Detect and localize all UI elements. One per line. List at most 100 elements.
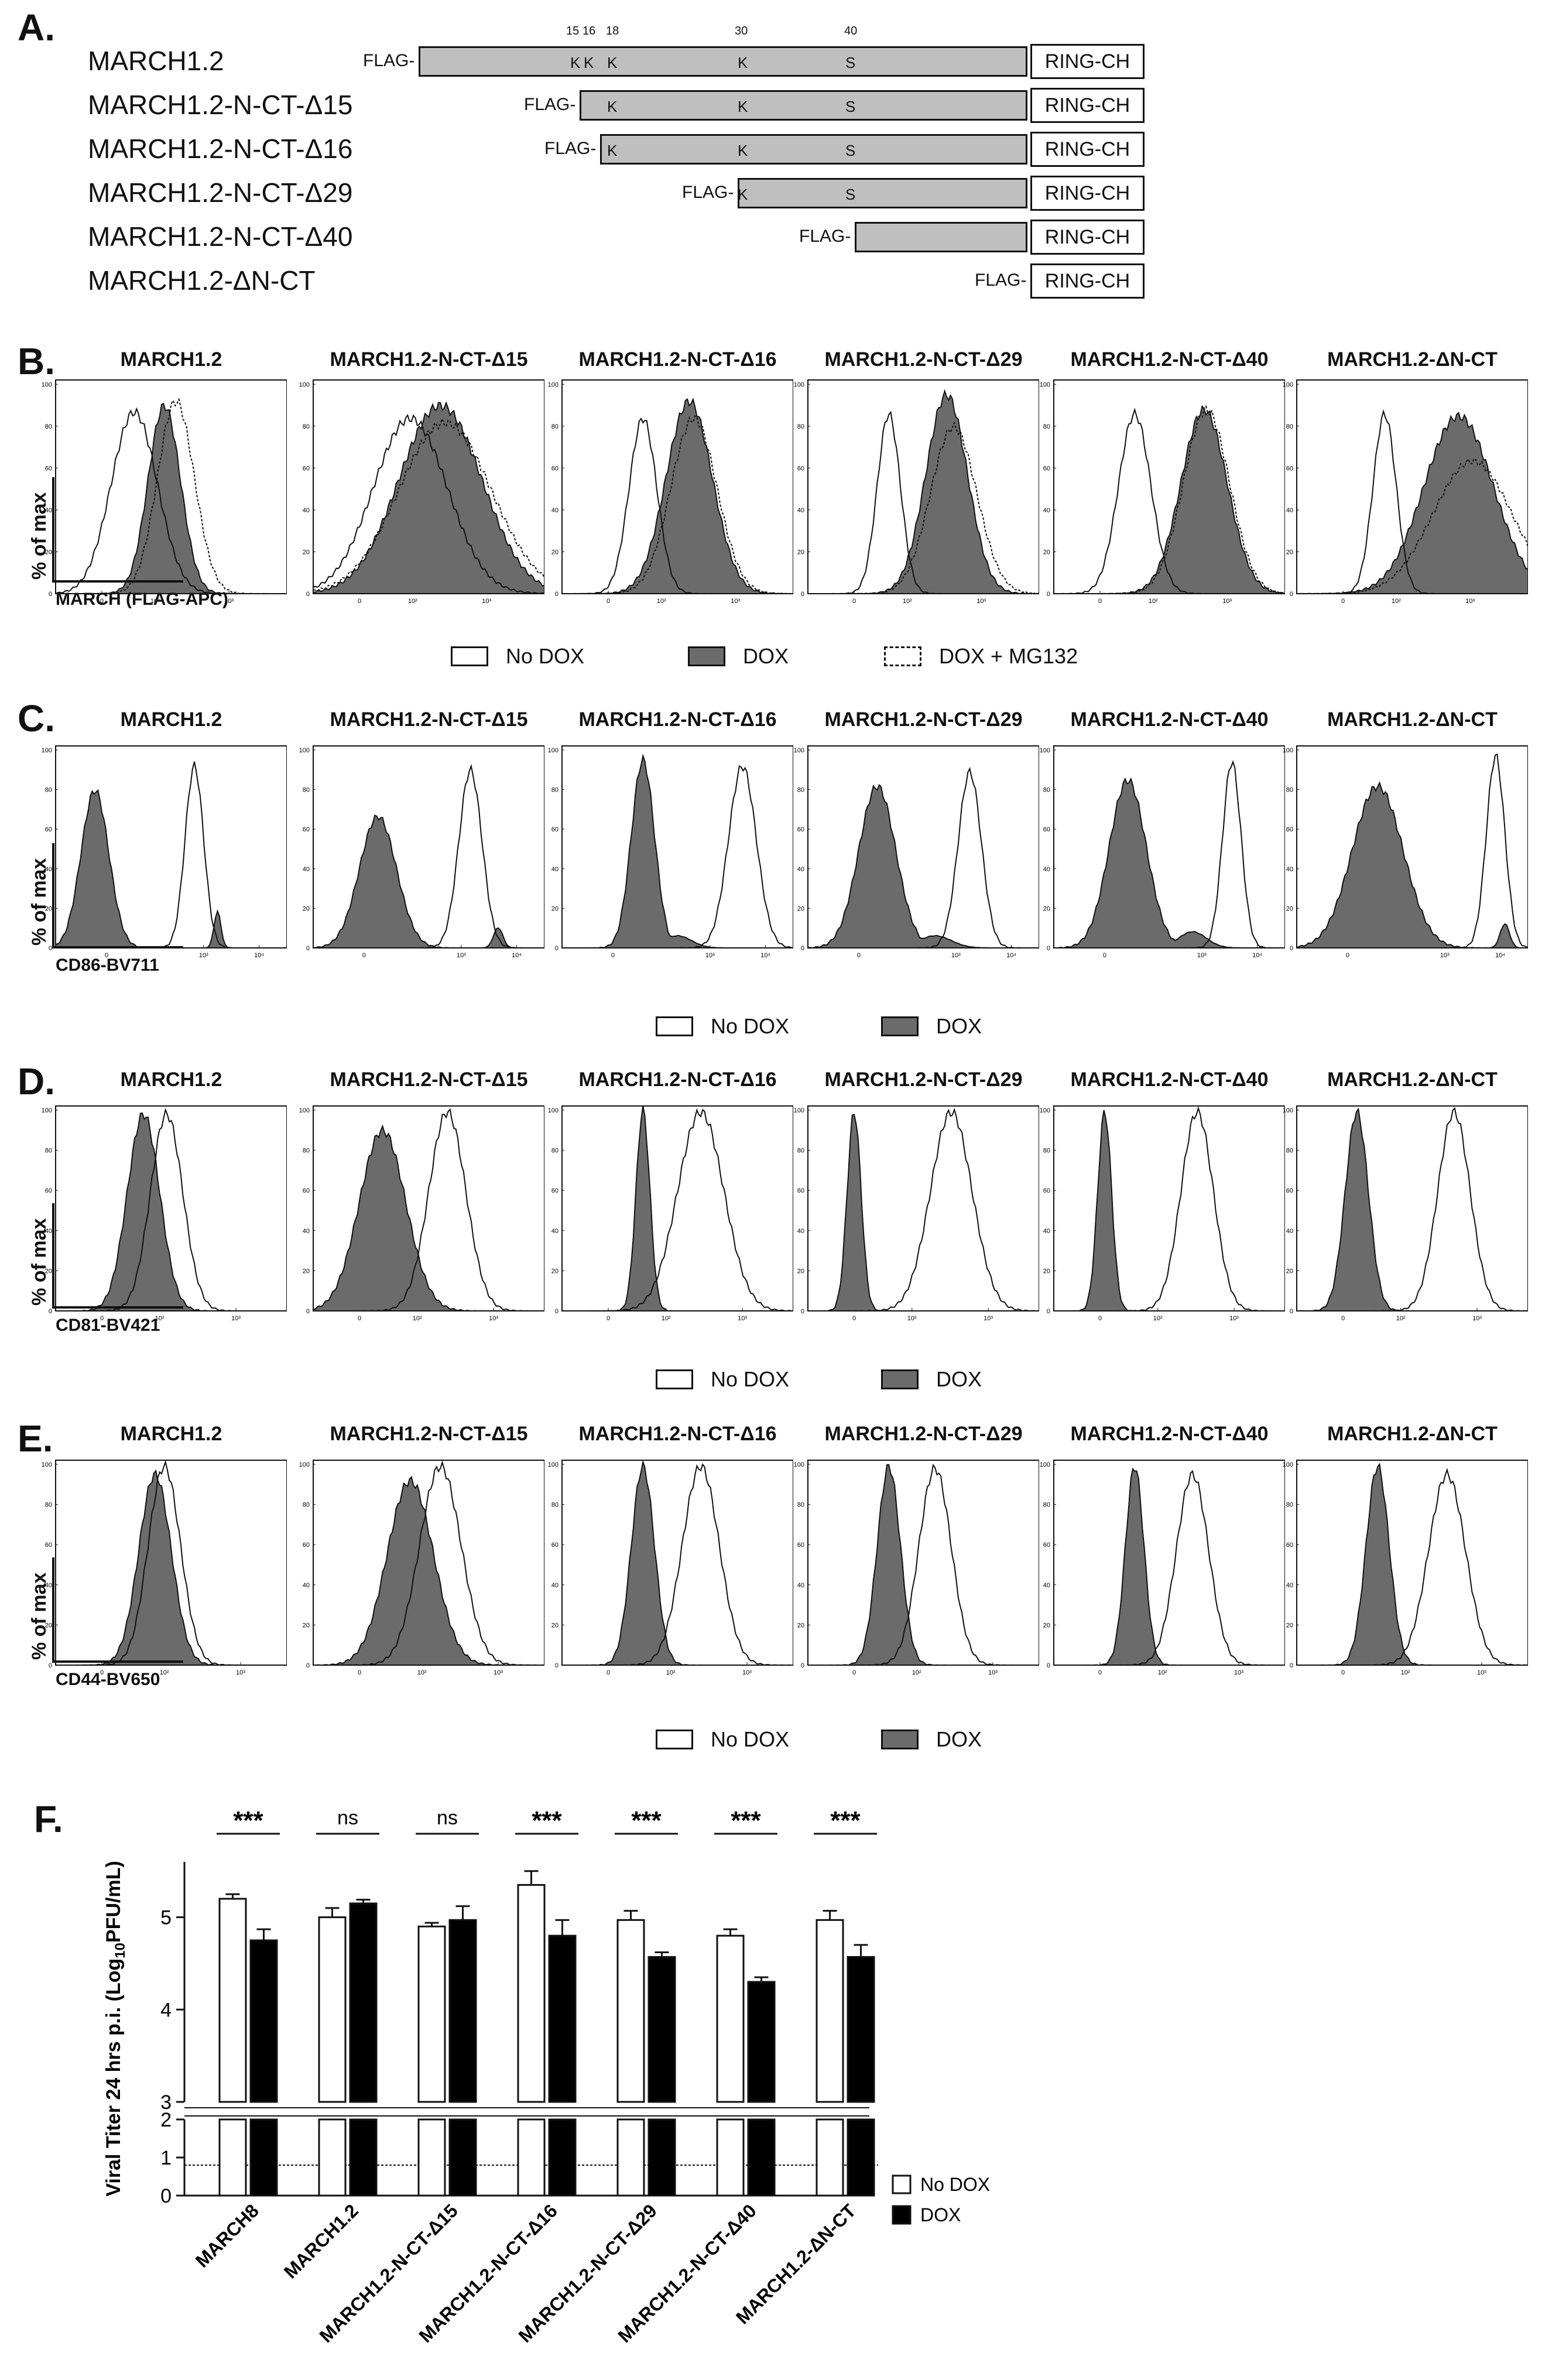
viral-titer-bar-chart: 3 4 5 0 1 2 Viral Titer 24 hrs p.i. (Log10PFU/… <box>102 1806 990 2347</box>
y-tick-label: 80 <box>551 1502 559 1509</box>
y-tick-label: 80 <box>303 1502 310 1509</box>
y-tick-label: 80 <box>797 1148 804 1155</box>
x-tick-label: 10² <box>1401 1669 1410 1676</box>
significance-label: *** <box>830 1806 861 1835</box>
x-tick-label: 10⁴ <box>1495 952 1505 959</box>
y-tick-label: 100 <box>1040 1107 1050 1114</box>
y-tick-label: 60 <box>45 1187 52 1194</box>
dox-histogram <box>1297 1463 1528 1666</box>
legend-label: DOX <box>920 2204 961 2225</box>
no-dox-histogram <box>56 1460 287 1666</box>
y-tick-label: 60 <box>303 1542 310 1549</box>
legend-item: DOX <box>688 644 789 669</box>
x-tick-label: 10² <box>666 1669 676 1676</box>
bar-dox <box>448 1919 477 2103</box>
x-tick-label: 0 <box>1341 1669 1345 1676</box>
histogram-title: MARCH1.2-N-CT-Δ15 <box>330 348 528 371</box>
plot-frame <box>561 1460 793 1666</box>
y-tick-label: 100 <box>548 1461 559 1468</box>
y-tick-label: 20 <box>45 1268 52 1275</box>
no-dox-histogram <box>1297 1467 1528 1666</box>
dox-histogram <box>808 1114 1039 1311</box>
histogram-title: MARCH1.2-N-CT-Δ15 <box>330 1069 528 1091</box>
bar-no-dox <box>218 1898 247 2103</box>
y-tick-label: 100 <box>548 747 559 754</box>
dox-histogram <box>313 1124 544 1312</box>
y-tick-label: 40 <box>797 1228 804 1235</box>
bar-dox-lower <box>647 2118 676 2197</box>
transmembrane-domain-bar <box>600 134 1027 165</box>
axis-lines <box>52 1203 183 1309</box>
y-axis-label: % of max <box>28 492 50 580</box>
x-tick-label: 0 <box>607 1669 610 1676</box>
y-tick-label: 1 <box>160 2147 172 2169</box>
residue-position-label: 15 <box>566 25 580 37</box>
flag-tag-label: FLAG- <box>682 183 734 202</box>
x-tick-label: 10² <box>150 598 160 605</box>
legend-label: DOX <box>936 1367 982 1391</box>
y-tick-label: 100 <box>42 747 52 754</box>
residue-marker: S <box>845 98 856 115</box>
y-tick-label: 60 <box>551 465 559 472</box>
histogram-title: MARCH1.2-ΔN-CT <box>1327 348 1498 371</box>
x-tick-label: 10³ <box>1465 598 1475 605</box>
y-tick-label: 100 <box>794 1107 804 1114</box>
x-tick-label: 0 <box>362 952 366 959</box>
histogram-title: MARCH1.2-N-CT-Δ40 <box>1070 708 1269 731</box>
residue-position-label: 18 <box>606 25 619 37</box>
y-tick-label: 20 <box>303 1268 310 1275</box>
legend-label: No DOX <box>506 644 585 668</box>
histogram-title: MARCH1.2-N-CT-Δ15 <box>330 1423 528 1445</box>
histogram-title: MARCH1.2-N-CT-Δ40 <box>1070 1423 1269 1445</box>
y-tick-label: 80 <box>797 423 804 430</box>
dox-histogram <box>808 389 1039 595</box>
dox-mg132-histogram <box>56 398 287 595</box>
y-tick-label: 80 <box>45 423 52 430</box>
y-tick-label: 80 <box>1286 1502 1293 1509</box>
residue-marker: K <box>738 186 748 203</box>
histogram-plot: 100 80 60 40 20 0 0 10² 10³ <box>1040 379 1285 605</box>
x-tick-label: 10³ <box>489 1315 498 1322</box>
x-tick-label: 10³ <box>482 598 491 605</box>
y-tick-label: 40 <box>45 507 52 514</box>
construct-name: MARCH1.2-ΔN-CT <box>88 265 316 296</box>
y-tick-label: 100 <box>1283 747 1293 754</box>
y-tick-label: 0 <box>306 591 310 598</box>
y-tick-label: 60 <box>1043 826 1050 833</box>
y-tick-label: 40 <box>45 1228 52 1235</box>
histogram-plot: 100 80 60 40 20 0 0 10³ 10⁴ <box>548 745 793 959</box>
category-label: MARCH8 <box>191 2200 263 2271</box>
bar-dox <box>647 1956 676 2103</box>
y-tick-label: 2 <box>160 2109 172 2131</box>
dox-histogram <box>808 1464 1039 1666</box>
y-tick-label: 20 <box>551 1268 559 1275</box>
x-tick-label: 0 <box>105 952 108 959</box>
y-tick-label: 5 <box>160 1907 172 1929</box>
dox-histogram <box>1054 1467 1285 1666</box>
y-axis-label: % of max <box>28 1218 50 1306</box>
y-tick-label: 60 <box>551 1187 559 1194</box>
no-dox-histogram <box>313 1108 544 1312</box>
dox-histogram <box>807 783 1039 948</box>
legend-label: DOX + MG132 <box>939 644 1078 668</box>
x-tick-label: 10³ <box>984 1315 993 1322</box>
x-tick-label: 10² <box>1396 1315 1406 1322</box>
bar-chart-y-label: Viral Titer 24 hrs p.i. (Log10PFU/mL) <box>102 1861 128 2196</box>
significance-label: *** <box>631 1806 662 1835</box>
histogram-plot: 100 80 60 40 20 0 0 10² 10³ <box>1040 1105 1285 1322</box>
x-tick-label: 10² <box>1392 598 1401 605</box>
x-tick-label: 10² <box>408 598 417 605</box>
histogram-title: MARCH1.2-N-CT-Δ16 <box>578 348 777 371</box>
y-tick-label: 0 <box>555 591 559 598</box>
legend-label: No DOX <box>920 2174 990 2195</box>
histogram-plot: 100 80 60 40 20 0 0 10² 10³ <box>1040 1460 1285 1676</box>
histogram-plot: 100 80 60 40 20 0 0 10² 10³ <box>1283 1460 1528 1676</box>
legend-swatch-no-dox <box>892 2174 912 2194</box>
y-tick-label: 0 <box>555 1662 559 1669</box>
legend-swatch-dox-mg132 <box>884 646 921 666</box>
y-tick-label: 80 <box>1043 1148 1050 1155</box>
y-tick-label: 60 <box>45 1542 52 1549</box>
legend-swatch-dox <box>881 1730 919 1749</box>
x-tick-label: 0 <box>358 1315 361 1322</box>
x-tick-label: 10² <box>662 1315 671 1322</box>
